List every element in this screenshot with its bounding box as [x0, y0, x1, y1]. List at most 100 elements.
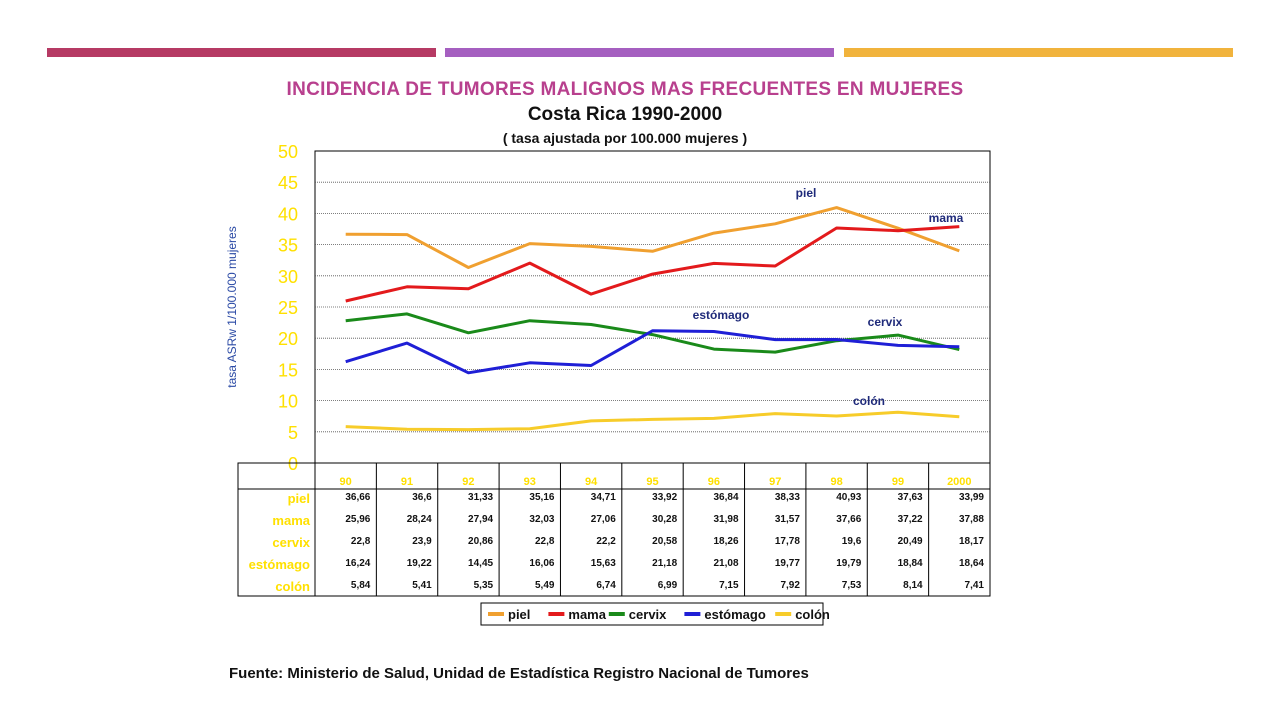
data-table-cell: 34,71 — [591, 492, 616, 503]
series-line — [345, 312, 960, 354]
y-tick-label: 30 — [278, 267, 298, 287]
y-tick-label: 40 — [278, 204, 298, 224]
data-table-cell: 17,78 — [775, 536, 800, 547]
data-table-cell: 27,94 — [468, 514, 493, 525]
data-table-cell: 16,24 — [345, 558, 370, 569]
data-table-cell: 20,58 — [652, 536, 677, 547]
data-table-cell: 19,77 — [775, 558, 800, 569]
data-table-cell: 18,84 — [898, 558, 923, 569]
legend-box — [480, 602, 824, 626]
y-tick-label: 15 — [278, 360, 298, 380]
data-table-cell: 33,99 — [959, 492, 984, 503]
data-table-cell: 5,41 — [412, 580, 432, 591]
unit-note: ( tasa ajustada por 100.000 mujeres ) — [502, 130, 748, 146]
data-table-cell: 18,26 — [714, 536, 739, 547]
y-tick-label: 10 — [278, 392, 298, 412]
x-tick-label: 96 — [708, 476, 720, 488]
data-table-cell: 22,8 — [351, 536, 371, 547]
data-table-cell: 33,92 — [652, 492, 677, 503]
legend-entry: piel — [508, 607, 530, 622]
data-table-cell: 7,53 — [842, 580, 862, 591]
data-table-cell: 36,6 — [412, 492, 432, 503]
data-table-cell: 19,79 — [836, 558, 861, 569]
data-table-cell: 20,86 — [468, 536, 493, 547]
data-table-series-name: estómago — [249, 557, 310, 572]
series-annotation: piel — [796, 186, 817, 200]
accent-bar-rose — [47, 48, 436, 57]
data-table-cell: 20,49 — [898, 536, 923, 547]
data-table-cell: 5,35 — [474, 580, 494, 591]
legend-entry: cervix — [629, 607, 667, 622]
data-table-cell: 15,63 — [591, 558, 616, 569]
y-tick-label: 5 — [288, 423, 298, 443]
x-tick-label: 98 — [830, 476, 842, 488]
x-tick-label: 99 — [892, 476, 904, 488]
y-tick-label: 0 — [288, 454, 298, 474]
accent-bar-gold — [844, 48, 1233, 57]
series-line — [345, 225, 960, 303]
data-table-cell: 38,33 — [775, 492, 800, 503]
data-table-cell: 25,96 — [345, 514, 370, 525]
y-tick-label: 45 — [278, 173, 298, 193]
series-annotation: colón — [853, 394, 885, 408]
data-table-cell: 22,8 — [535, 536, 555, 547]
data-table-cell: 19,22 — [407, 558, 432, 569]
legend-entry: colón — [795, 607, 830, 622]
data-table-series-name: cervix — [272, 535, 310, 550]
data-table-series-name: piel — [288, 491, 310, 506]
source-note: Fuente: Ministerio de Salud, Unidad de E… — [229, 665, 809, 682]
data-table-cell: 7,15 — [719, 580, 739, 591]
data-table-cell: 31,98 — [714, 514, 739, 525]
legend-entry: estómago — [704, 607, 765, 622]
data-table-cell: 7,92 — [780, 580, 800, 591]
series-line — [345, 329, 960, 375]
data-table-cell: 18,17 — [959, 536, 984, 547]
data-table-cell: 19,6 — [842, 536, 862, 547]
data-table-cell: 21,08 — [714, 558, 739, 569]
data-table-cell: 31,33 — [468, 492, 493, 503]
y-tick-label: 20 — [278, 329, 298, 349]
data-table-cell: 31,57 — [775, 514, 800, 525]
data-table-cell: 35,16 — [529, 492, 554, 503]
series-annotation: cervix — [868, 315, 903, 329]
x-tick-label: 90 — [340, 476, 352, 488]
data-table-cell: 36,66 — [345, 492, 370, 503]
data-table-cell: 37,88 — [959, 514, 984, 525]
data-table-series-name: mama — [272, 513, 310, 528]
data-table-cell: 27,06 — [591, 514, 616, 525]
x-tick-label: 91 — [401, 476, 413, 488]
data-table-cell: 22,2 — [596, 536, 616, 547]
x-tick-label: 92 — [462, 476, 474, 488]
x-tick-label: 95 — [646, 476, 658, 488]
data-table-cell: 30,28 — [652, 514, 677, 525]
data-table-cell: 37,63 — [898, 492, 923, 503]
series-annotation: mama — [929, 211, 964, 225]
data-table-cell: 40,93 — [836, 492, 861, 503]
data-table-series-name: colón — [275, 579, 310, 594]
x-tick-label: 97 — [769, 476, 781, 488]
y-tick-label: 35 — [278, 236, 298, 256]
data-table-cell: 28,24 — [407, 514, 432, 525]
data-table-cell: 6,99 — [658, 580, 678, 591]
plot-area — [314, 150, 991, 464]
x-tick-label: 2000 — [947, 476, 971, 488]
x-tick-label: 94 — [585, 476, 598, 488]
data-table-cell: 5,49 — [535, 580, 555, 591]
data-table-cell: 21,18 — [652, 558, 677, 569]
data-table-cell: 7,41 — [965, 580, 985, 591]
slide-subtitle: Costa Rica 1990-2000 — [527, 104, 723, 125]
data-table-cell: 37,22 — [898, 514, 923, 525]
accent-bar-purple — [445, 48, 834, 57]
legend-entry: mama — [568, 607, 606, 622]
x-tick-label: 93 — [524, 476, 536, 488]
y-tick-label: 50 — [278, 142, 298, 162]
data-table-cell: 5,84 — [351, 580, 371, 591]
data-table-cell: 32,03 — [529, 514, 554, 525]
data-table-cell: 36,84 — [714, 492, 739, 503]
series-line — [345, 410, 960, 432]
y-tick-label: 25 — [278, 298, 298, 318]
data-table-cell: 6,74 — [596, 580, 616, 591]
slide-title: INCIDENCIA DE TUMORES MALIGNOS MAS FRECU… — [286, 79, 964, 100]
series-line — [345, 206, 960, 269]
data-table-cell: 14,45 — [468, 558, 493, 569]
